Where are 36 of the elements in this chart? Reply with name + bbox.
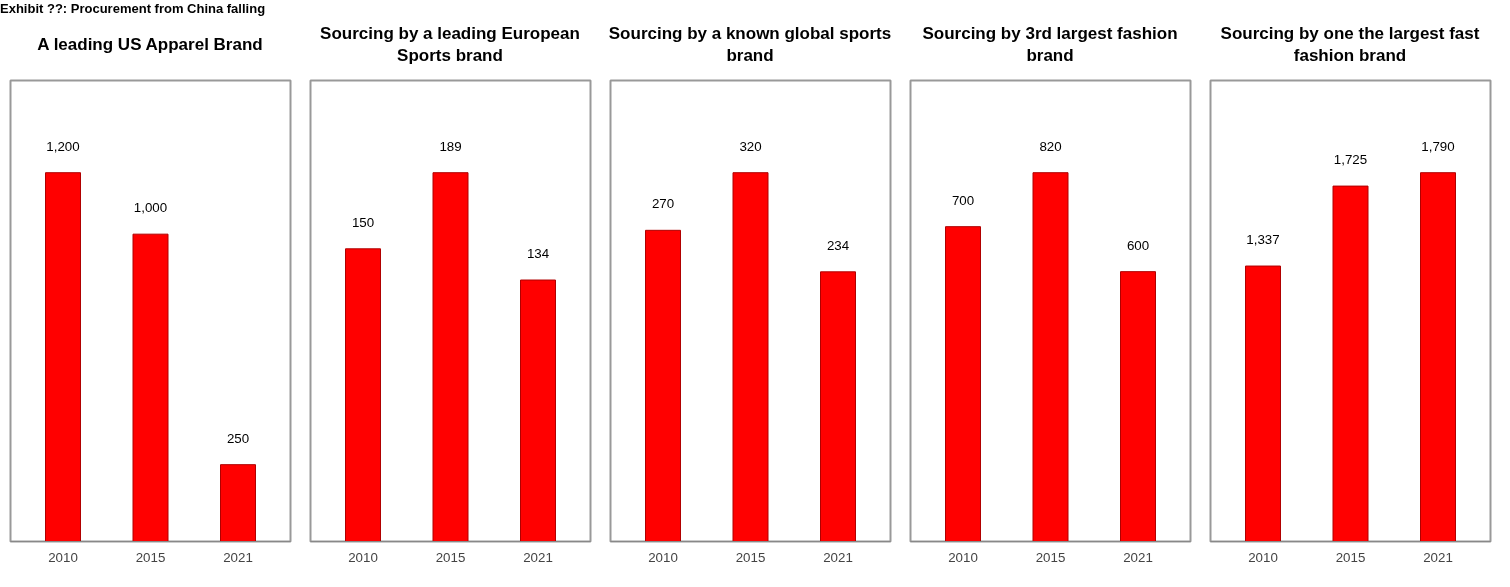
data-label: 234 (826, 237, 850, 253)
chart-title: Sourcing by 3rd largest fashion brand (921, 23, 1179, 67)
x-tick-label: 2021 (523, 549, 553, 565)
x-tick-label: 2021 (1423, 549, 1453, 565)
x-tick-label: 2010 (648, 549, 678, 565)
data-label: 1,725 (1333, 151, 1368, 167)
data-label: 134 (526, 245, 550, 261)
data-label: 700 (951, 192, 975, 208)
x-tick-label: 2015 (435, 549, 466, 565)
x-tick-label: 2021 (1123, 549, 1153, 565)
chart-title: Sourcing by a leading European Sports brand (319, 23, 581, 67)
data-label: 820 (1039, 138, 1062, 154)
chart-title: Sourcing by a known global sports brand (607, 23, 893, 67)
x-tick-label: 2015 (135, 549, 166, 565)
data-label: 1,790 (1421, 138, 1455, 154)
chart-title: A leading US Apparel Brand (37, 34, 263, 56)
x-tick-label: 2015 (1035, 549, 1066, 565)
data-label: 1,337 (1246, 231, 1280, 247)
text: Exhibit ??: Procurement from China falling (0, 1, 266, 16)
data-label: 600 (1126, 237, 1150, 253)
x-tick-label: 2021 (823, 549, 853, 565)
x-tick-label: 2010 (948, 549, 978, 565)
x-tick-label: 2015 (735, 549, 766, 565)
data-label: 1,000 (133, 200, 168, 216)
data-label: 250 (226, 430, 250, 446)
chart-title: Sourcing by one the largest fast fashion brand (1219, 23, 1481, 67)
data-label: 270 (651, 196, 675, 212)
data-label: 150 (351, 214, 375, 230)
x-tick-label: 2010 (348, 549, 378, 565)
data-label: 320 (739, 138, 762, 154)
x-tick-label: 2015 (1335, 549, 1366, 565)
x-tick-label: 2010 (48, 549, 78, 565)
data-label: 1,200 (46, 138, 80, 154)
x-tick-label: 2021 (223, 549, 253, 565)
x-tick-label: 2010 (1248, 549, 1278, 565)
data-label: 189 (439, 138, 462, 154)
